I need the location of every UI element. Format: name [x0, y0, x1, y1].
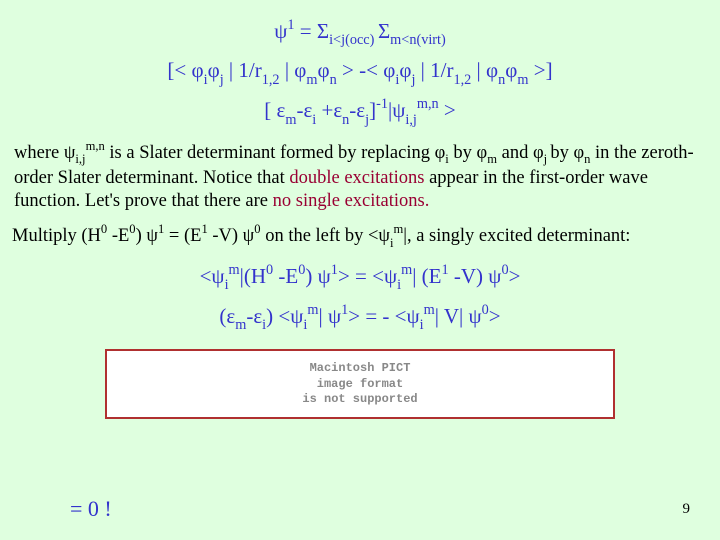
paragraph-1: where ψi,jm,n is a Slater determinant fo…	[10, 140, 710, 214]
equation-1: ψ1 = Σi<j(occ) Σm<n(virt)	[10, 18, 710, 48]
unsupported-image-text: Macintosh PICT image format is not suppo…	[302, 361, 417, 408]
page-number: 9	[683, 501, 691, 518]
unsupported-image-box: Macintosh PICT image format is not suppo…	[105, 349, 615, 419]
equation-4: <ψim|(H0 -E0) ψ1> = <ψim| (E1 -V) ψ0>	[10, 263, 710, 293]
equation-5: (εm-εi) <ψim| ψ1> = - <ψim| V| ψ0>	[10, 303, 710, 333]
psi: ψ	[274, 19, 287, 43]
label-no-single: no single excitations.	[273, 191, 430, 211]
equation-3: [ εm-εi +εn-εj]-1|ψi,jm,n >	[10, 97, 710, 127]
paragraph-2: Multiply (H0 -E0) ψ1 = (E1 -V) ψ0 on the…	[10, 223, 710, 251]
equation-2: [< φiφj | 1/r1,2 | φmφn > -< φiφj | 1/r1…	[10, 58, 710, 87]
label-double-excitations: double excitations	[289, 168, 424, 188]
equals-zero: = 0 !	[70, 496, 112, 522]
